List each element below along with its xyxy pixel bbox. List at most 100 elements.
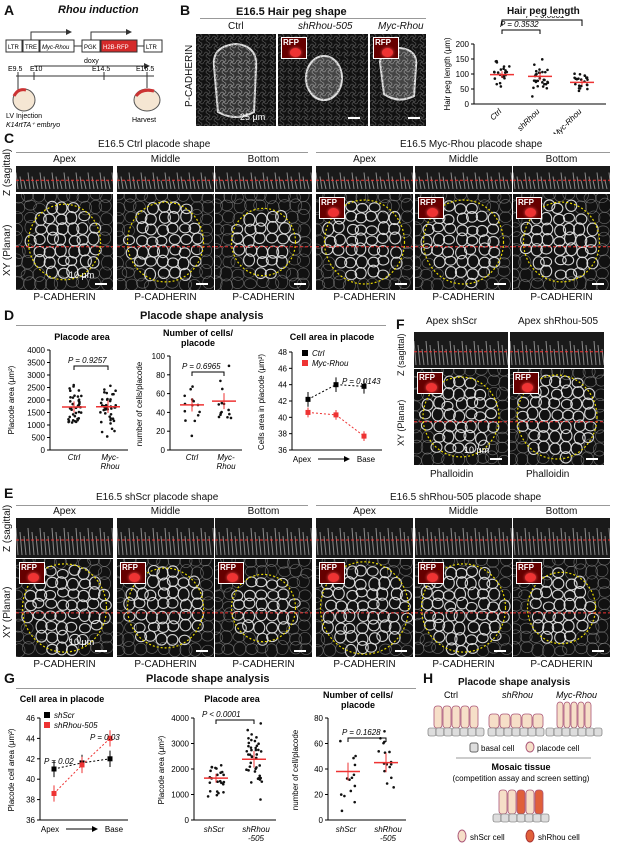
data-point bbox=[502, 65, 506, 68]
col-shscr: Apex shScr bbox=[426, 316, 478, 327]
rfp-inset: RFP bbox=[516, 562, 542, 584]
planar-image: 10 μm RFP bbox=[16, 559, 113, 657]
data-point bbox=[538, 68, 541, 71]
planar-image: RFP bbox=[510, 369, 604, 465]
rfp-inset: RFP bbox=[373, 37, 399, 59]
planar-image: RFP bbox=[316, 559, 413, 657]
data-point bbox=[68, 389, 72, 393]
x-label: Base bbox=[357, 455, 376, 464]
left-title: E16.5 Ctrl placode shape bbox=[98, 139, 211, 150]
category-label: shScr bbox=[204, 825, 225, 834]
planar-image: RFP bbox=[415, 559, 512, 657]
planar-image bbox=[215, 194, 312, 290]
column-label: Apex bbox=[353, 154, 376, 165]
basal-cell bbox=[561, 727, 571, 737]
row-xy: XY (Planar) bbox=[2, 224, 13, 276]
tick-label: 60 bbox=[156, 390, 165, 399]
data-point bbox=[192, 399, 196, 403]
scale-label: 10 μm bbox=[464, 445, 490, 455]
tick-label: 40 bbox=[26, 775, 35, 784]
data-point bbox=[100, 398, 104, 401]
data-point bbox=[255, 736, 258, 739]
left-title: E16.5 shScr placode shape bbox=[96, 492, 219, 503]
h-legend-shrhou: shRhou cell bbox=[538, 833, 580, 842]
sagittal-image bbox=[414, 332, 508, 368]
rfp-inset: RFP bbox=[418, 562, 444, 584]
data-point bbox=[247, 769, 250, 772]
p-value: P = 0.6965 bbox=[182, 362, 221, 371]
basal-cell bbox=[519, 727, 529, 737]
data-point bbox=[73, 419, 77, 423]
tick-label: 36 bbox=[26, 816, 35, 825]
data-point bbox=[69, 395, 72, 399]
data-point bbox=[392, 786, 395, 789]
data-point bbox=[498, 81, 502, 85]
data-point bbox=[339, 739, 342, 743]
basal-cell bbox=[527, 727, 537, 737]
tick-label: 46 bbox=[26, 714, 35, 723]
data-point bbox=[257, 748, 260, 752]
data-point bbox=[259, 722, 263, 725]
data-point bbox=[219, 379, 222, 383]
data-point bbox=[508, 65, 511, 68]
data-point bbox=[68, 400, 72, 403]
stain-label: P-CADHERIN bbox=[33, 292, 96, 303]
construct-ltr2: LTR bbox=[146, 45, 158, 51]
planar-image bbox=[117, 194, 214, 290]
mosaic-cell bbox=[507, 789, 517, 815]
data-point bbox=[340, 809, 344, 813]
basal-cell bbox=[495, 727, 505, 737]
tick-label: 38 bbox=[26, 796, 35, 805]
planar-image: RFP bbox=[415, 194, 512, 290]
stain-label: P-CADHERIN bbox=[134, 292, 197, 303]
chart-title: Number of cells/ bbox=[323, 690, 394, 700]
panel-title: E16.5 Hair peg shape bbox=[236, 6, 347, 18]
data-point bbox=[258, 764, 261, 767]
column-label: Bottom bbox=[247, 154, 280, 165]
p-value: P = 0.0143 bbox=[342, 377, 381, 386]
basal-cell bbox=[475, 727, 485, 737]
right-title: E16.5 Myc-Rhou placode shape bbox=[400, 139, 543, 150]
h-legend-shscr: shScr cell bbox=[470, 833, 505, 842]
stain-label: P-CADHERIN bbox=[333, 292, 396, 303]
data-point bbox=[246, 728, 250, 732]
rfp-inset: RFP bbox=[417, 372, 443, 394]
category-label: -505 bbox=[380, 834, 397, 843]
legend-label: Myc-Rhou bbox=[312, 359, 349, 368]
data-point bbox=[112, 419, 116, 423]
data-point bbox=[99, 420, 103, 424]
data-point bbox=[113, 429, 116, 433]
column-label: Bottom bbox=[247, 506, 280, 517]
basal-cell bbox=[535, 727, 545, 737]
column-label: Bottom bbox=[545, 154, 578, 165]
data-point bbox=[333, 412, 339, 418]
tick-label: 150 bbox=[456, 55, 470, 64]
data-point bbox=[73, 394, 76, 397]
panel-letter: F bbox=[396, 316, 405, 332]
sagittal-image bbox=[415, 518, 512, 558]
data-point bbox=[388, 750, 391, 754]
basal-cell bbox=[492, 813, 502, 823]
stain-label: P-CADHERIN bbox=[432, 659, 495, 670]
basal-cell bbox=[585, 727, 595, 737]
data-point bbox=[546, 81, 550, 85]
data-point bbox=[220, 781, 223, 785]
data-point bbox=[222, 780, 226, 784]
data-point bbox=[105, 407, 108, 410]
data-point bbox=[348, 778, 351, 781]
stain-label: Phalloidin bbox=[430, 469, 474, 480]
data-point bbox=[73, 414, 77, 418]
category-label: shRhou bbox=[374, 825, 402, 834]
row-xy: XY (Planar) bbox=[2, 586, 13, 638]
data-point bbox=[250, 738, 253, 742]
mosaic-cell bbox=[498, 789, 508, 815]
data-point bbox=[377, 750, 381, 753]
category-label: Ctrl bbox=[186, 453, 199, 462]
panel-letter: D bbox=[4, 307, 15, 323]
data-point bbox=[216, 780, 219, 784]
data-point bbox=[541, 70, 544, 74]
tick-label: 1000 bbox=[27, 421, 45, 430]
data-point bbox=[586, 87, 589, 91]
placode-cell bbox=[584, 701, 592, 729]
